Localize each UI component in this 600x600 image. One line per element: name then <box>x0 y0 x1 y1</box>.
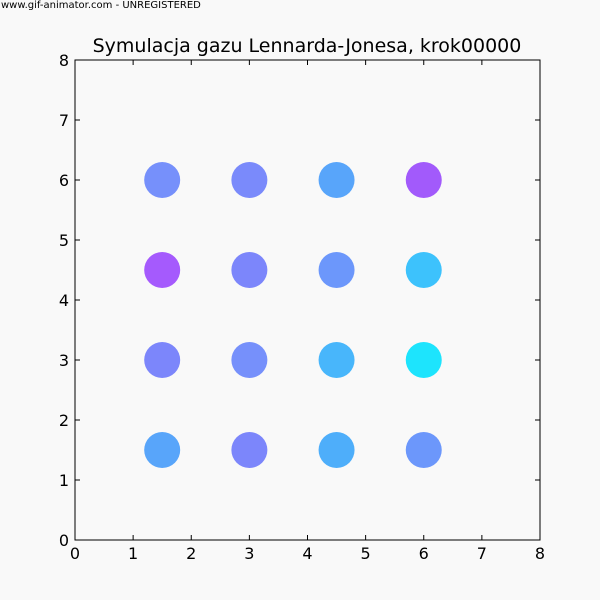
data-point <box>318 162 355 198</box>
data-point <box>318 252 355 288</box>
watermark-text: www.gif-animator.com - UNREGISTERED <box>1 0 201 11</box>
data-point <box>405 342 442 378</box>
data-point <box>405 162 442 198</box>
x-tick-label: 6 <box>419 544 429 563</box>
y-tick-label: 7 <box>59 111 69 130</box>
x-tick-label: 0 <box>70 544 80 563</box>
y-tick-label: 8 <box>59 51 69 70</box>
data-point <box>144 252 181 288</box>
data-point <box>318 432 355 468</box>
data-point <box>144 162 181 198</box>
data-point <box>231 432 268 468</box>
y-tick-label: 4 <box>59 291 69 310</box>
data-point <box>144 342 181 378</box>
data-point <box>231 342 268 378</box>
y-tick-label: 2 <box>59 411 69 430</box>
y-tick-label: 3 <box>59 351 69 370</box>
y-tick-label: 5 <box>59 231 69 250</box>
chart-title: Symulacja gazu Lennarda-Jonesa, krok0000… <box>93 35 522 57</box>
x-tick-label: 7 <box>477 544 487 563</box>
x-tick-label: 3 <box>244 544 254 563</box>
y-tick-label: 0 <box>59 531 69 550</box>
x-tick-label: 4 <box>302 544 312 563</box>
data-point <box>405 432 442 468</box>
axes-frame <box>74 59 541 541</box>
x-tick-label: 2 <box>186 544 196 563</box>
data-point <box>231 252 268 288</box>
data-point <box>231 162 268 198</box>
data-point <box>318 342 355 378</box>
x-tick-label: 5 <box>361 544 371 563</box>
y-tick-label: 6 <box>59 171 69 190</box>
data-point <box>144 432 181 468</box>
x-tick-label: 1 <box>128 544 138 563</box>
y-tick-label: 1 <box>59 471 69 490</box>
x-tick-label: 8 <box>535 544 545 563</box>
data-point <box>405 252 442 288</box>
